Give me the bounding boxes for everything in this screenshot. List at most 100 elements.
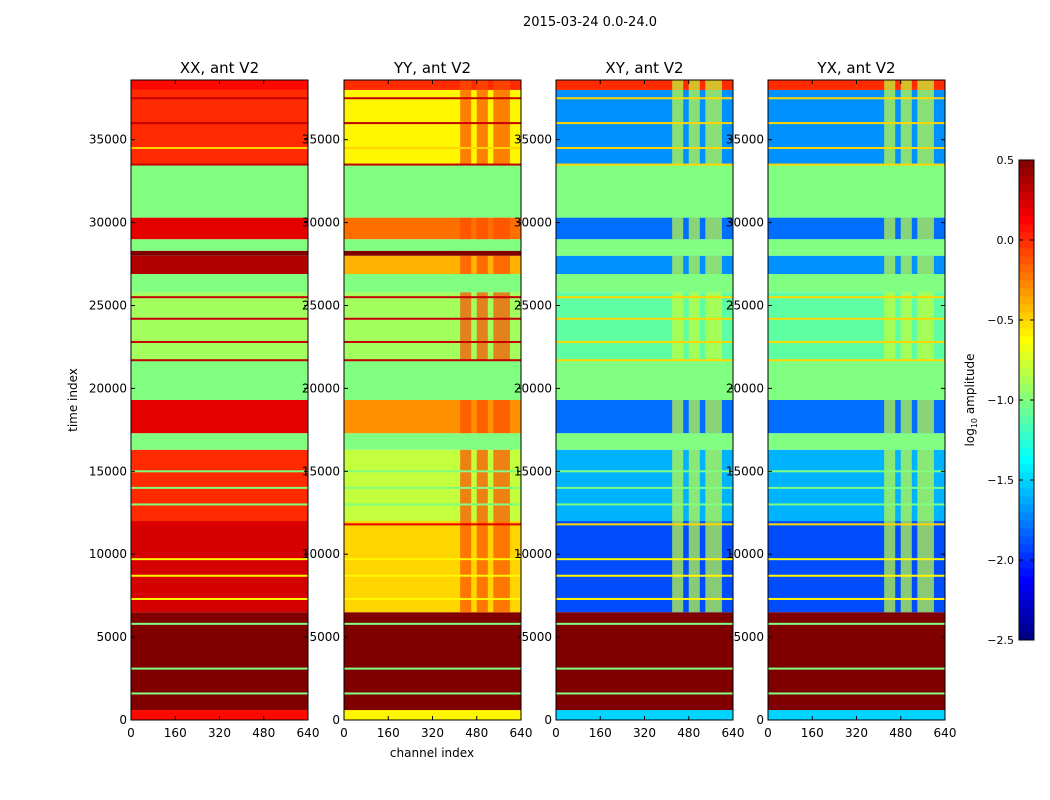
y-tick-label: 35000 [89,133,127,147]
colorbar-tick-label: −1.5 [987,474,1014,487]
heatmap-channel-feature [884,292,896,361]
heatmap-channel-feature [917,217,934,240]
colorbar-segment [1019,568,1034,577]
heatmap-channel-feature [884,80,896,90]
heatmap-channel-feature [900,217,912,240]
heatmap-line [768,692,945,695]
colorbar-segment [1019,216,1034,225]
heatmap-line [131,558,308,561]
colorbar-segment [1019,184,1034,193]
heatmap-channel-feature [900,80,912,90]
heatmap-channel-feature [884,521,896,613]
y-tick-label: 0 [332,713,340,727]
heatmap-channel-feature [460,255,472,274]
heatmap-channel-feature [476,449,488,522]
y-tick-label: 25000 [302,298,340,312]
heatmap-line [131,503,308,506]
heatmap-band [344,239,521,251]
colorbar-segment [1019,240,1034,249]
heatmap-line [131,122,308,125]
colorbar-segment [1019,592,1034,601]
colorbar-segment [1019,544,1034,553]
x-tick-label: 160 [164,726,187,740]
heatmap-band [344,612,521,711]
heatmap-channel-feature [493,400,510,434]
x-tick-label: 320 [845,726,868,740]
y-tick-label: 30000 [726,216,764,230]
colorbar-segment [1019,632,1034,641]
heatmap-band [768,433,945,450]
colorbar-segment [1019,248,1034,257]
y-tick-label: 0 [544,713,552,727]
heatmap-band [344,250,521,256]
heatmap-channel-feature [460,80,472,90]
heatmap-channel-feature [460,449,472,522]
heatmap-channel-feature [672,80,684,90]
heatmap-line [556,146,733,149]
colorbar-segment [1019,464,1034,473]
heatmap-line [556,122,733,125]
heatmap-band [344,273,521,293]
heatmap-channel-feature [900,400,912,434]
x-tick-label: 320 [421,726,444,740]
colorbar-segment [1019,512,1034,521]
colorbar-segment [1019,336,1034,345]
heatmap-line [344,470,521,473]
heatmap-channel-feature [493,217,510,240]
heatmap-line [556,359,733,362]
panel-1: YY, ant V2 0 160 320 480 640 0 5000 10000 15000 20… [302,59,533,740]
heatmap-channel-feature [900,521,912,613]
heatmap-line [556,558,733,561]
y-tick-label: 0 [756,713,764,727]
heatmap-line [131,574,308,577]
colorbar-segment [1019,192,1034,201]
x-tick-label: 640 [510,726,533,740]
heatmap-line [556,470,733,473]
colorbar-segment [1019,488,1034,497]
y-tick-label: 15000 [514,464,552,478]
heatmap-line [556,163,733,166]
colorbar-tick-label: −0.5 [987,314,1014,327]
heatmap-line [556,622,733,625]
x-tick-label: 160 [801,726,824,740]
heatmap-channel-feature [476,80,488,90]
colorbar-tick-label: −2.5 [987,634,1014,647]
heatmap-line [768,574,945,577]
heatmap-channel-feature [672,89,684,165]
heatmap-channel-feature [476,400,488,434]
heatmap-line [131,667,308,670]
heatmap-channel-feature [493,255,510,274]
heatmap-line [768,146,945,149]
heatmap-channel-feature [900,449,912,522]
heatmap-line [131,692,308,695]
colorbar-segment [1019,392,1034,401]
colorbar-segment [1019,440,1034,449]
x-tick-label: 480 [465,726,488,740]
heatmap-band [344,80,521,90]
y-tick-label: 30000 [514,216,552,230]
heatmap-band [556,273,733,293]
colorbar-segment [1019,256,1034,265]
heatmap-line [768,597,945,600]
y-axis-label: time index [66,368,80,432]
heatmap-line [768,317,945,320]
colorbar-segment [1019,232,1034,241]
colorbar-segment [1019,608,1034,617]
x-tick-label: 0 [552,726,560,740]
heatmap-channel-feature [493,89,510,165]
heatmap-line [768,470,945,473]
y-tick-label: 5000 [309,630,340,644]
heatmap-band [768,400,945,434]
heatmap-channel-feature [917,89,934,165]
heatmap-channel-feature [884,89,896,165]
heatmap-band [344,292,521,361]
x-tick-label: 480 [677,726,700,740]
y-tick-label: 5000 [96,630,127,644]
heatmap-band [768,164,945,218]
colorbar-segment [1019,296,1034,305]
x-tick-label: 640 [722,726,745,740]
heatmap-band [131,710,308,720]
heatmap-line [556,667,733,670]
colorbar-segment [1019,432,1034,441]
heatmap-line [768,122,945,125]
